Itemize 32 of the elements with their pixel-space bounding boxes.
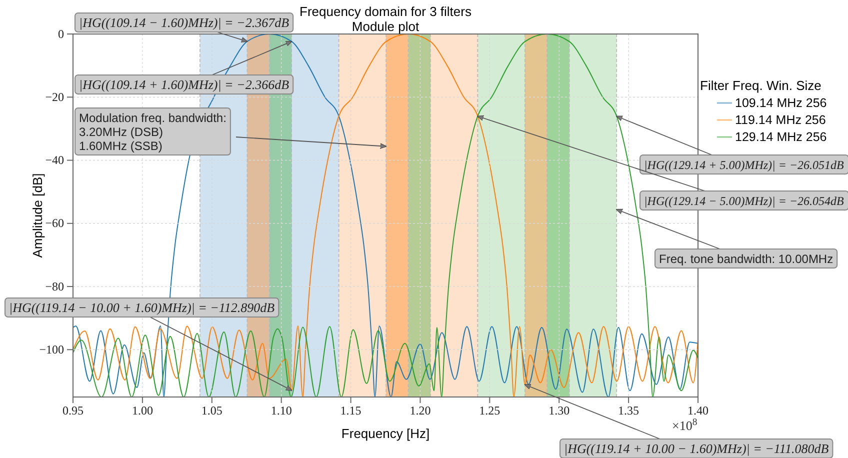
annotation: |HG((119.14 − 10.00 + 1.60)MHz)| = −112.890dB: [9, 300, 275, 315]
chart-title: Frequency domain for 3 filters: [300, 4, 472, 19]
text: ×10$^{8}$: [672, 416, 698, 433]
x-tick-label: 1.35: [618, 404, 640, 418]
y-tick-label: −40: [45, 153, 64, 168]
annotation: |HG((129.14 − 5.00)MHz)| = −26.054dB: [644, 194, 845, 208]
legend-label: 109.14 MHz 256: [735, 96, 827, 110]
annotation: |HG((129.14 + 5.00)MHz)| = −26.051dB: [644, 158, 845, 172]
y-axis-title: Amplitude [dB]: [30, 173, 45, 258]
y-tick-label: −20: [45, 90, 64, 104]
x-tick-label: 1.15: [340, 404, 362, 418]
y-tick-label: −60: [45, 216, 64, 230]
y-tick-label: −80: [45, 279, 64, 294]
annotation: |HG((109.14 + 1.60)MHz)| = −2.366dB: [79, 77, 290, 92]
x-tick-label: 1.40: [688, 404, 708, 418]
x-tick-label: 1.20: [410, 404, 431, 418]
annotation: Freq. tone bandwidth: 10.00MHz: [659, 252, 834, 266]
x-tick-label: 1.30: [548, 404, 570, 418]
legend-label: 119.14 MHz 256: [735, 113, 826, 127]
legend-title: Filter Freq. Win. Size: [700, 78, 822, 93]
legend-label: 129.14 MHz 256: [735, 130, 827, 144]
x-tick-label: 1.00: [132, 404, 153, 418]
annotation: |HG((109.14 − 1.60)MHz)| = −2.367dB: [79, 15, 290, 30]
x-tick-label: 1.25: [479, 404, 500, 418]
chart-subtitle: Module plot: [352, 19, 420, 34]
x-tick-label: 0.95: [62, 404, 84, 418]
y-tick-label: 0: [58, 26, 64, 41]
x-tick-label: 1.05: [201, 404, 222, 418]
x-axis-title: Frequency [Hz]: [341, 426, 430, 441]
y-tick-label: −100: [39, 342, 64, 356]
x-tick-label: 1.10: [270, 404, 292, 418]
annotation: |HG((119.14 + 10.00 − 1.60)MHz)| = −111.080dB: [564, 441, 829, 456]
